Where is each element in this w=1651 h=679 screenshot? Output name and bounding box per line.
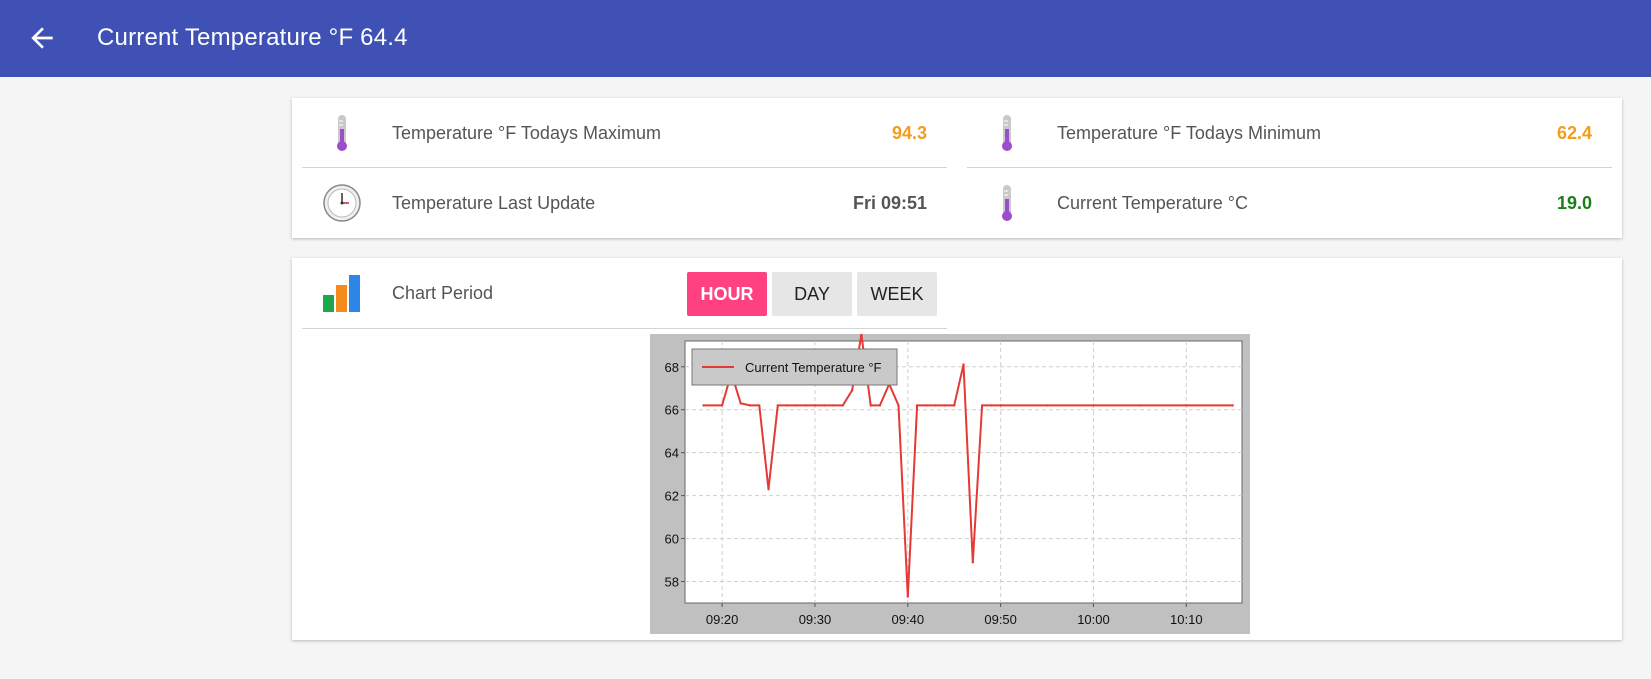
stat-label-last-update: Temperature Last Update	[392, 193, 596, 213]
x-tick-label: 09:40	[892, 612, 925, 627]
x-tick-label: 10:10	[1170, 612, 1203, 627]
data-point	[971, 560, 974, 564]
data-point	[850, 389, 854, 392]
stat-value-min: 62.4	[1556, 123, 1592, 143]
chart-period-label: Chart Period	[392, 283, 494, 303]
data-point	[1231, 404, 1234, 407]
x-tick-label: 10:00	[1077, 612, 1110, 627]
data-point	[767, 487, 770, 491]
chart-period-row: Chart Period HOUR DAY WEEK	[302, 258, 947, 329]
page-title: Current Temperature °F 64.4	[97, 24, 408, 51]
data-point	[934, 404, 937, 407]
stat-value-max: 94.3	[891, 123, 927, 143]
data-point	[739, 402, 742, 405]
x-tick-label: 09:50	[984, 612, 1017, 627]
stat-value-current-c: 19.0	[1556, 193, 1592, 213]
data-point	[878, 404, 882, 407]
stats-card: Temperature °F Todays Maximum 94.3 Tempe…	[292, 98, 1622, 238]
data-point	[776, 404, 780, 407]
y-tick-label: 60	[665, 532, 679, 547]
data-point	[897, 404, 900, 407]
y-tick-label: 58	[665, 575, 679, 590]
y-tick-label: 62	[665, 489, 679, 504]
y-tick-label: 68	[665, 360, 679, 375]
thermometer-icon	[1002, 115, 1012, 151]
data-point	[758, 404, 761, 407]
data-point	[860, 334, 863, 336]
arrow-left-icon[interactable]	[26, 22, 58, 54]
data-point	[990, 404, 993, 407]
stat-row-current-c: Current Temperature °C 19.0	[967, 168, 1612, 238]
temperature-chart: 09:20 09:30 09:40 09:50 10:00 10:10 58 60 62 64 66…	[650, 334, 1250, 634]
x-tick-label: 09:30	[799, 612, 832, 627]
thermometer-icon	[1002, 185, 1012, 221]
data-point	[1045, 404, 1049, 407]
data-point	[943, 404, 947, 407]
chart-legend: Current Temperature °F	[691, 348, 898, 386]
stat-label-current-c: Current Temperature °C	[1057, 193, 1248, 213]
chart-card: Chart Period HOUR DAY WEEK 09:20 09:30 09:…	[292, 258, 1622, 640]
data-point	[999, 404, 1002, 407]
legend-entry: Current Temperature °F	[745, 360, 882, 375]
x-tick-label: 09:20	[706, 612, 739, 627]
data-point	[702, 404, 705, 407]
data-point	[906, 595, 909, 598]
stat-label-max: Temperature °F Todays Maximum	[392, 123, 661, 143]
hour-button[interactable]: HOUR	[687, 272, 767, 316]
data-point	[925, 404, 928, 407]
clock-icon	[323, 184, 361, 222]
data-point	[804, 404, 807, 407]
data-point	[980, 404, 984, 407]
data-point	[823, 404, 826, 407]
data-point	[841, 404, 845, 407]
data-point	[720, 404, 724, 407]
y-tick-label: 64	[665, 446, 679, 461]
day-button[interactable]: DAY	[772, 272, 852, 316]
data-point	[962, 363, 965, 366]
thermometer-icon	[337, 115, 347, 151]
chart-axes: 09:20 09:30 09:40 09:50 10:00 10:10 58 60 62 64 66…	[665, 360, 1203, 627]
data-point	[869, 404, 872, 407]
stat-row-last-update: Temperature Last Update Fri 09:51	[302, 168, 947, 238]
stat-row-min: Temperature °F Todays Minimum 62.4	[967, 98, 1612, 168]
stat-label-min: Temperature °F Todays Minimum	[1057, 123, 1321, 143]
data-point	[832, 404, 835, 407]
week-button[interactable]: WEEK	[857, 272, 937, 316]
stat-value-last-update: Fri 09:51	[852, 193, 927, 213]
y-tick-label: 66	[665, 403, 679, 418]
data-point	[785, 404, 789, 407]
chart-series	[702, 334, 1234, 598]
bar-chart-icon	[323, 275, 360, 312]
data-point	[1138, 404, 1142, 407]
data-point	[1185, 404, 1188, 407]
app-toolbar: Current Temperature °F 64.4	[0, 0, 1651, 77]
data-point	[915, 404, 919, 407]
data-point	[748, 404, 752, 407]
data-point	[795, 404, 798, 407]
stat-row-max: Temperature °F Todays Maximum 94.3	[302, 98, 947, 168]
data-point	[813, 404, 817, 407]
data-point	[1092, 404, 1095, 407]
data-point	[953, 404, 956, 407]
